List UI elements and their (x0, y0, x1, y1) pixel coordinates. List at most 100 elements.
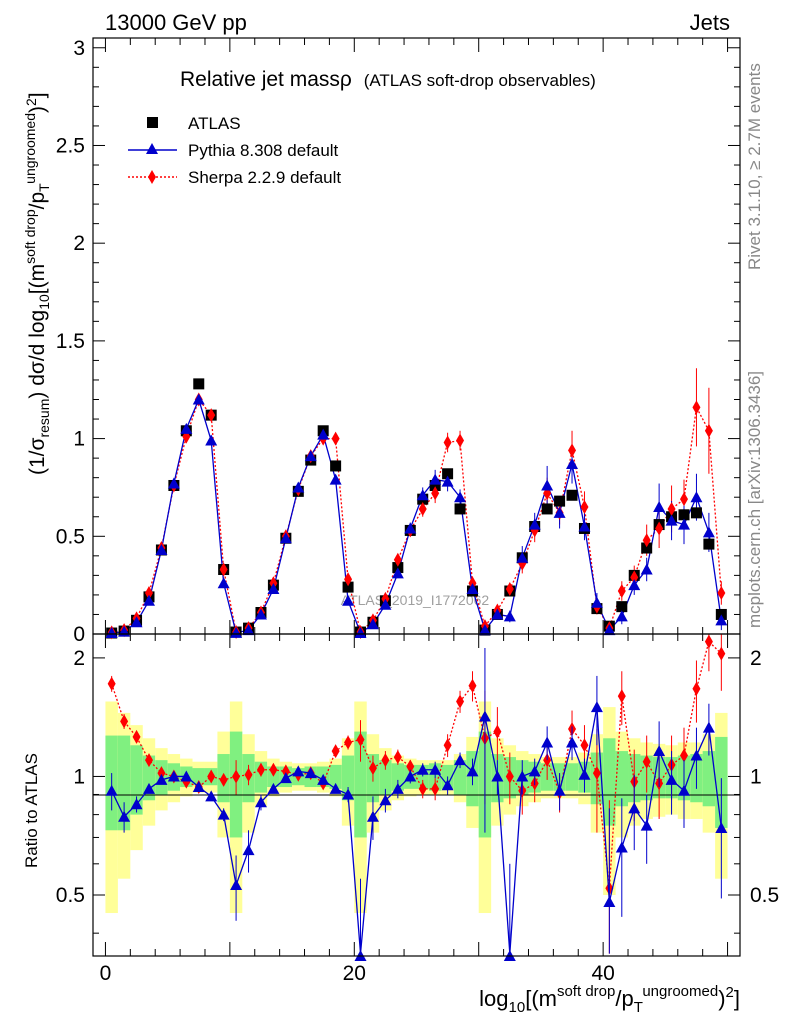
ratio-panel-series (105, 634, 728, 961)
pythia-ratio-point (678, 784, 691, 796)
sherpa-ratio-point (418, 781, 427, 796)
atlas-point (454, 503, 466, 515)
sherpa-point (692, 400, 701, 415)
pythia-point (553, 506, 566, 518)
atlas-point (554, 495, 566, 507)
sherpa-point (144, 585, 153, 600)
main-y-tick-label: 2 (73, 232, 85, 255)
sherpa-ratio-point (468, 678, 477, 693)
pythia-point (528, 518, 541, 530)
pythia-ratio-point (628, 802, 641, 814)
pythia-ratio-point (665, 773, 678, 785)
pythia-ratio-point (454, 754, 467, 766)
pythia-ratio-point (715, 821, 728, 833)
atlas-point (342, 581, 354, 593)
atlas-point (330, 460, 342, 472)
ratio-panel-ticks: 0.5 0.51 12 20 20 40 (56, 634, 779, 985)
main-y-tick-label: 2.5 (56, 134, 85, 157)
pythia-ratio-point (142, 782, 155, 794)
sherpa-ratio-point (144, 753, 153, 768)
sherpa-ratio-point (456, 694, 465, 709)
chart-subtitle: (ATLAS soft-drop observables) (364, 71, 596, 90)
pythia-ratio-point (640, 819, 653, 831)
ratio-y-tick-label-right: 0.5 (750, 884, 779, 907)
pythia-ratio-point (516, 770, 529, 782)
x-tick-label: 0 (100, 962, 112, 985)
sherpa-point (680, 492, 689, 507)
sherpa-ratio-point (505, 769, 514, 784)
pythia-ratio-point (217, 808, 230, 820)
pythia-ratio-point (167, 770, 180, 782)
pythia-ratio-point (254, 796, 267, 808)
pythia-point (541, 479, 554, 491)
atlas-point (678, 509, 690, 521)
ratio-band-inner (702, 751, 716, 807)
pythia-point (354, 627, 367, 639)
sherpa-point (717, 585, 726, 600)
ratio-y-tick-label-right: 2 (750, 647, 762, 670)
sherpa-ratio-point (617, 689, 626, 704)
legend-entry-pythia: Pythia 8.308 default (128, 141, 339, 160)
main-y-tick-label: 0.5 (56, 525, 85, 548)
pythia-ratio-point (366, 810, 379, 822)
ratio-y-tick-label-left: 0.5 (56, 884, 85, 907)
pythia-point (715, 614, 728, 626)
sherpa-ratio-point (704, 634, 713, 649)
sherpa-ratio-point (157, 766, 166, 781)
chart-title-main: Relative jet massρ (180, 68, 352, 91)
atlas-point (193, 378, 205, 390)
pythia-point (130, 616, 143, 628)
atlas-point (616, 601, 628, 613)
sherpa-point (568, 443, 577, 458)
analysis-watermark: ATLAS_2019_I1772062 (341, 592, 490, 608)
header-process: Jets (690, 10, 730, 35)
sherpa-ratio-point (281, 764, 290, 779)
pythia-point (566, 457, 579, 469)
sherpa-ratio-point (592, 766, 601, 781)
pythia-point (292, 481, 305, 493)
sherpa-point (443, 435, 452, 450)
pythia-point (142, 594, 155, 606)
pythia-point (702, 526, 715, 538)
sherpa-point (617, 584, 626, 599)
pythia-point (192, 393, 205, 405)
chart-title: Relative jet massρ (ATLAS soft-drop obse… (180, 68, 596, 91)
pythia-point (503, 610, 516, 622)
main-panel-series (105, 368, 728, 640)
ratio-y-tick-label-left: 2 (73, 647, 85, 670)
pythia-point (628, 579, 641, 591)
sherpa-ratio-point (232, 769, 241, 784)
pythia-ratio-point (155, 773, 168, 785)
sherpa-point (331, 431, 340, 446)
pythia-point (478, 624, 491, 636)
legend-label-pythia: Pythia 8.308 default (188, 141, 339, 160)
sherpa-ratio-point (642, 754, 651, 769)
legend-marker-atlas (147, 117, 158, 128)
pythia-ratio-point (180, 770, 193, 782)
sherpa-ratio-point (680, 748, 689, 763)
pythia-ratio-point (292, 765, 305, 777)
atlas-point (442, 468, 454, 480)
sherpa-ratio-point (406, 759, 415, 774)
legend-marker-pythia (146, 143, 158, 154)
pythia-ratio-point (590, 701, 603, 713)
sherpa-ratio-point (269, 762, 278, 777)
pythia-ratio-point (553, 784, 566, 796)
sherpa-point (630, 570, 639, 585)
sherpa-point (580, 499, 589, 514)
ratio-band-inner (117, 735, 131, 831)
pythia-ratio-point (118, 810, 131, 822)
pythia-point (254, 608, 267, 620)
pythia-point (690, 491, 703, 503)
pythia-point (205, 434, 218, 446)
pythia-ratio-point (528, 765, 541, 777)
sherpa-ratio-point (132, 729, 141, 744)
sherpa-ratio-point (207, 769, 216, 784)
sherpa-ratio-line (111, 640, 722, 889)
pythia-ratio-point (279, 772, 292, 784)
pythia-point (242, 624, 255, 636)
pythia-ratio-point (690, 749, 703, 761)
main-panel-ticks: 0 0.5 1 1.5 2 2.5 3 (56, 37, 740, 646)
pythia-point (329, 473, 342, 485)
sherpa-point (704, 423, 713, 438)
